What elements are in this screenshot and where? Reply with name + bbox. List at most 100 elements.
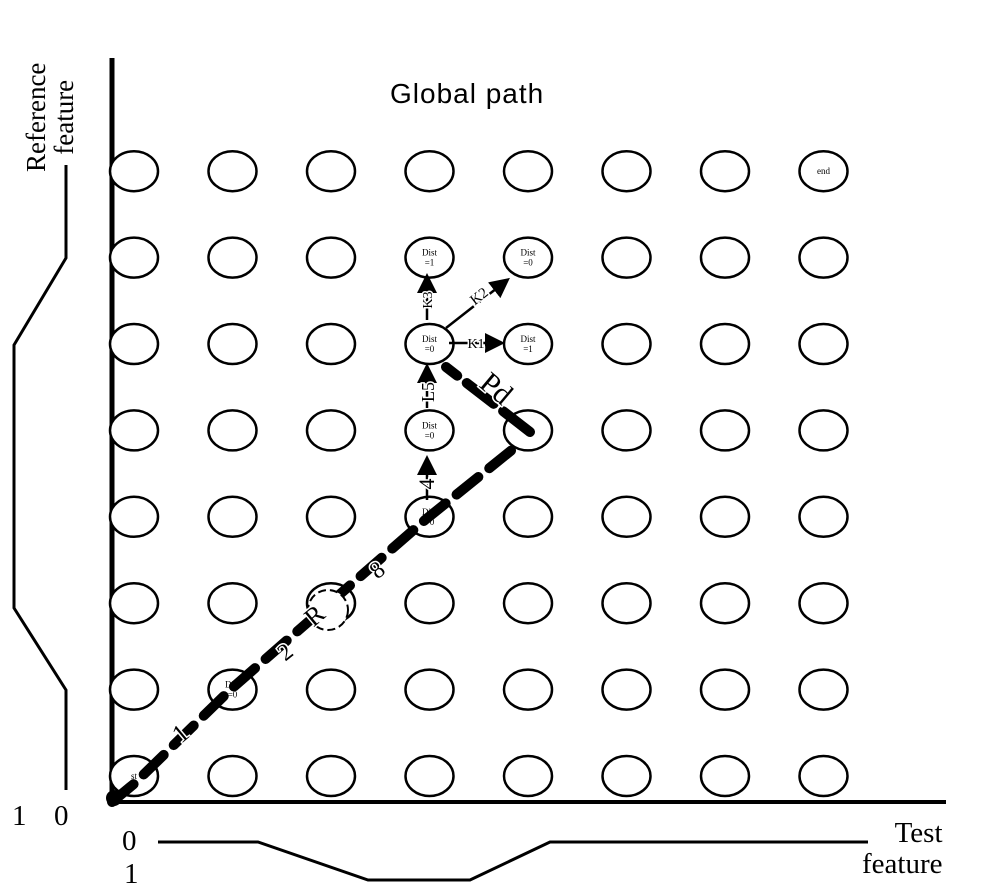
grid-node-c2-r5 xyxy=(305,322,357,366)
grid-node-c6-r1 xyxy=(699,668,751,711)
grid-node-c3-r7 xyxy=(404,149,455,193)
y-profile-tick-1: 1 xyxy=(12,800,27,832)
grid-node-c3-r1 xyxy=(404,668,455,711)
path-label-k3: K3 xyxy=(421,291,436,308)
reference-feature-profile xyxy=(12,165,68,790)
grid-node-c0-r7 xyxy=(108,149,160,193)
grid-node-c6-r3 xyxy=(699,495,751,539)
x-profile-tick-0: 0 xyxy=(122,825,137,857)
grid-node-c2-r7 xyxy=(305,149,357,193)
y-axis-label-line-2: feature xyxy=(49,79,79,155)
node-label-c0-r0: st xyxy=(131,771,138,781)
node-label-line: =0 xyxy=(425,430,435,440)
grid-node-c1-r5 xyxy=(207,322,258,366)
y-axis-label: Reference feature xyxy=(21,62,79,172)
grid-node-c6-r6 xyxy=(699,236,751,279)
grid-node-c0-r4 xyxy=(108,409,160,452)
grid-node-c1-r4 xyxy=(207,409,258,452)
global-path-segment-main xyxy=(107,440,523,807)
node-label-c3-r6: Dist =1 xyxy=(422,248,438,268)
grid-node-c4-r7 xyxy=(502,149,554,193)
grid-node-c7-r2 xyxy=(798,581,849,625)
grid-node-c5-r4 xyxy=(601,409,652,452)
x-axis-label-line-2: feature xyxy=(862,848,943,880)
grid-node-c4-r6 xyxy=(502,236,554,279)
grid-node-c2-r3 xyxy=(305,495,357,539)
grid-node-c6-r2 xyxy=(699,581,751,625)
path-label-k1: K1 xyxy=(467,337,484,352)
node-label-line: =1 xyxy=(523,344,533,354)
grid-node-c7-r0 xyxy=(798,754,849,798)
grid-node-c2-r6 xyxy=(305,236,357,279)
node-label-line: Dist xyxy=(422,420,438,430)
x-profile-tick-1: 1 xyxy=(124,858,139,890)
grid-node-c1-r0 xyxy=(207,754,258,798)
grid-node-c5-r5 xyxy=(601,322,652,366)
grid-node-c5-r3 xyxy=(601,495,652,539)
grid-node-c1-r3 xyxy=(207,495,258,539)
grid-node-c4-r0 xyxy=(502,754,554,798)
x-axis-label-line-1: Test xyxy=(894,817,943,849)
node-label-c4-r6: Dist =0 xyxy=(520,248,536,268)
grid-node-c7-r4 xyxy=(798,409,849,452)
node-label-c7-r7: end xyxy=(817,166,830,176)
grid-node-c5-r7 xyxy=(601,149,652,193)
grid-node-c4-r3 xyxy=(502,495,554,539)
x-axis-label: Test feature xyxy=(862,818,943,880)
test-feature-profile xyxy=(158,840,868,882)
r-marker-circle xyxy=(307,589,349,631)
grid-node-c3-r2 xyxy=(404,581,455,625)
diagram-title: Global path xyxy=(390,78,545,109)
grid-node-c2-r1 xyxy=(305,668,357,711)
node-label-line: end xyxy=(817,166,830,176)
grid-node-c4-r1 xyxy=(502,668,554,711)
grid-node-c5-r0 xyxy=(601,754,652,798)
arrow-k2 xyxy=(445,277,510,329)
node-label-line: st xyxy=(131,771,138,781)
node-label-line: Dist xyxy=(422,334,438,344)
node-label-line: =0 xyxy=(228,690,238,700)
grid-node-c1-r7 xyxy=(207,149,258,193)
grid-node-c6-r0 xyxy=(699,754,751,798)
node-label-c4-r5: Dist =1 xyxy=(520,334,536,354)
grid-node-c5-r2 xyxy=(601,581,652,625)
grid-node-c1-r2 xyxy=(207,581,258,625)
grid-node-c7-r6 xyxy=(798,236,849,279)
path-label-pd: Pd xyxy=(473,366,518,412)
grid-node-c5-r1 xyxy=(601,668,652,711)
grid-node-c0-r2 xyxy=(108,581,160,625)
path-label-k2: K2 xyxy=(467,285,491,309)
y-axis-label-line-1: Reference xyxy=(21,62,51,172)
path-start-dot xyxy=(106,790,122,806)
grid-node-c2-r4 xyxy=(305,409,357,452)
node-label-line: Dist xyxy=(422,248,438,258)
node-label-line: =0 xyxy=(425,344,435,354)
grid-node-c0-r5 xyxy=(108,322,160,366)
grid-node-c6-r5 xyxy=(699,322,751,366)
path-label-4: 4 xyxy=(414,479,439,490)
grid-node-c5-r6 xyxy=(601,236,652,279)
node-label-line: =0 xyxy=(523,258,533,268)
node-label-line: Dist xyxy=(520,334,536,344)
grid-node-c7-r5 xyxy=(798,322,849,366)
grid-node-c1-r6 xyxy=(207,236,258,279)
grid-node-c6-r7 xyxy=(699,149,751,193)
grid-node-c7-r1 xyxy=(798,668,849,711)
grid-node-c7-r7 xyxy=(798,149,849,193)
grid-node-c6-r4 xyxy=(699,409,751,452)
node-label-c3-r4: Dist =0 xyxy=(422,420,438,440)
grid-node-c7-r3 xyxy=(798,495,849,539)
node-label-c3-r5: Dist =0 xyxy=(422,334,438,354)
node-label-line: Dist xyxy=(520,248,536,258)
path-label-l5: L5 xyxy=(418,382,438,402)
grid-node-c0-r6 xyxy=(108,236,160,279)
grid-node-c3-r0 xyxy=(404,754,455,798)
y-profile-tick-0: 0 xyxy=(54,800,69,832)
grid-node-c2-r0 xyxy=(305,754,357,798)
grid-node-c0-r3 xyxy=(108,495,160,539)
grid-node-c4-r2 xyxy=(502,581,554,625)
global-path-segment-return xyxy=(441,362,535,437)
